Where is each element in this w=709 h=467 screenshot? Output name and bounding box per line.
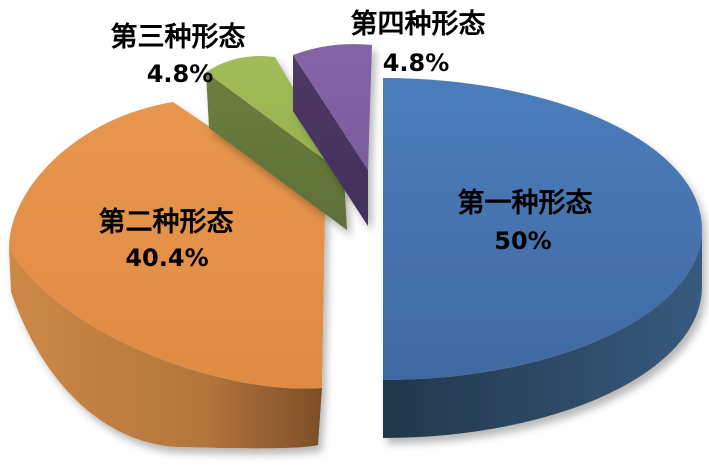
- pie-slice-third-4-8-top: [206, 56, 344, 174]
- pie-slice-fourth-4-8: [293, 44, 372, 226]
- pie-slice-fourth-4-8-top: [293, 44, 372, 170]
- pie-slice-third-4-8-side: [206, 72, 347, 230]
- data-labels: 第三种形态 4.8% 第四种形态 4.8% 第一种形态 50% 第二种形态 40…: [99, 8, 593, 272]
- pie-slice-second-40-4-side: [9, 248, 322, 449]
- label-slice1-percent: 50%: [494, 227, 551, 255]
- pie-slice-second-40-4-top: [9, 102, 325, 389]
- pie-slice-first-50-side: [383, 229, 702, 438]
- label-slice3-percent: 4.8%: [147, 60, 214, 88]
- pie-slice-first-50-top: [383, 78, 702, 380]
- label-slice2-percent: 40.4%: [125, 244, 208, 272]
- label-slice4-name: 第四种形态: [351, 8, 486, 40]
- pie-slice-fourth-4-8-side: [293, 55, 368, 226]
- pie-slices: [9, 44, 702, 449]
- label-slice3-name: 第三种形态: [111, 21, 246, 53]
- pie-slice-third-4-8: [206, 56, 347, 230]
- pie-slice-first-50: [383, 78, 702, 438]
- label-slice2-name: 第二种形态: [99, 206, 234, 238]
- label-slice1-name: 第一种形态: [458, 187, 593, 219]
- pie-slice-second-40-4: [9, 102, 325, 449]
- label-slice4-percent: 4.8%: [383, 49, 450, 77]
